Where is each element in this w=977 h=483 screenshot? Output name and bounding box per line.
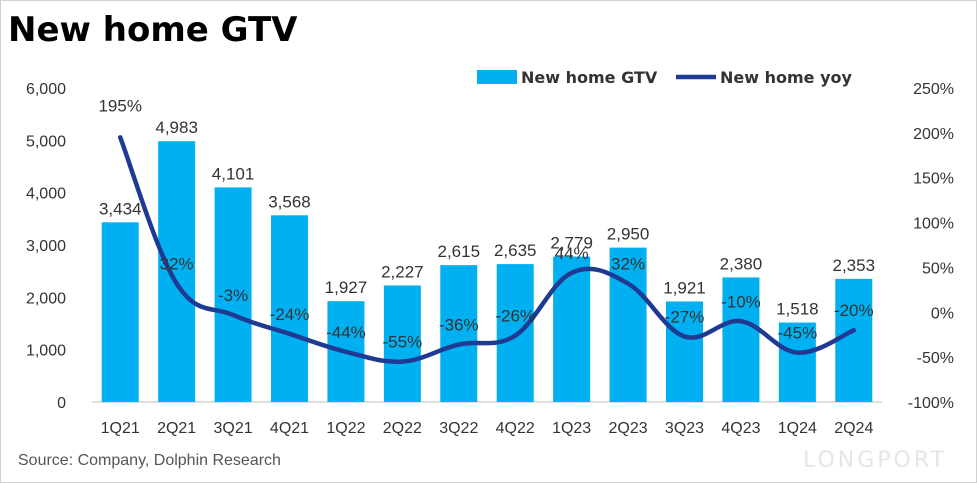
yoy-value-label: -20% [834,301,874,320]
legend-bar-swatch [477,70,517,84]
x-tick-label: 1Q24 [778,420,817,437]
x-tick-label: 4Q23 [721,420,760,437]
yoy-value-label: 44% [555,244,589,263]
x-tick-label: 1Q21 [101,420,140,437]
bar-value-label: 2,615 [438,242,481,261]
x-tick-label: 1Q23 [552,420,591,437]
bar-value-label: 2,227 [381,262,424,281]
yoy-line [117,135,857,365]
bar [609,247,647,402]
bar-value-label: 1,921 [663,278,706,297]
bar [383,285,421,402]
bar [835,278,873,402]
y-right-tick-label: 200% [913,126,954,143]
bar [440,265,478,402]
bar [214,187,252,402]
y-right-tick-label: -50% [917,350,954,367]
y-right-tick-label: 100% [913,216,954,233]
y-left-tick-label: 2,000 [26,290,66,307]
y-left-tick-label: 1,000 [26,343,66,360]
y-left-tick-label: 6,000 [26,81,66,98]
chart-title: New home GTV [8,10,298,50]
bar [553,256,591,402]
yoy-value-label: -10% [721,292,761,311]
yoy-value-label: -45% [778,324,818,343]
bar [778,322,816,402]
x-tick-label: 4Q21 [270,420,309,437]
bar [271,215,308,402]
bar-value-label: 4,101 [212,164,255,183]
y-left-tick-label: 3,000 [26,238,66,255]
x-tick-label: 1Q22 [326,420,365,437]
bar [722,277,760,402]
bar-value-label: 3,568 [268,192,311,211]
yoy-value-label: -36% [439,316,479,335]
y-left-tick-label: 5,000 [26,133,66,150]
bar-value-label: 4,983 [155,118,198,137]
x-tick-label: 3Q23 [665,420,704,437]
y-right-tick-label: 0% [931,305,954,322]
bar-value-label: 2,779 [550,234,593,253]
y-right-tick-label: 250% [913,81,954,98]
bar-value-label: 2,353 [833,256,876,275]
bar-value-label: 2,635 [494,241,537,260]
yoy-value-label: -3% [218,286,248,305]
yoy-value-label: -55% [383,333,423,352]
yoy-value-label: 195% [98,96,141,115]
bar-value-label: 3,434 [99,199,142,218]
x-tick-label: 4Q22 [496,420,535,437]
y-left-tick-label: 4,000 [26,186,66,203]
y-right-tick-label: -100% [908,395,954,412]
yoy-value-label: -44% [326,323,366,342]
yoy-value-label: -27% [665,308,705,327]
bar [666,301,703,402]
x-tick-label: 2Q24 [834,420,873,437]
yoy-value-label: -24% [270,305,310,324]
yoy-value-label: 32% [160,255,194,274]
yoy-value-label: 32% [611,255,645,274]
x-tick-label: 2Q22 [383,420,422,437]
bar-value-label: 2,950 [607,225,650,244]
y-right-tick-label: 50% [922,260,954,277]
y-right-tick-label: 150% [913,171,954,188]
yoy-value-label: -26% [495,307,535,326]
source-note: Source: Company, Dolphin Research [18,452,281,469]
x-tick-label: 2Q23 [609,420,648,437]
y-left-tick-label: 0 [57,395,66,412]
bar [158,141,196,402]
bar [101,222,139,402]
bar-value-label: 1,518 [776,300,819,319]
watermark-logo: LONGPORT [802,448,947,473]
x-tick-label: 3Q22 [439,420,478,437]
bar-value-label: 1,927 [325,278,368,297]
x-tick-label: 2Q21 [157,420,196,437]
bar-value-label: 2,380 [720,254,763,273]
x-tick-label: 3Q21 [214,420,253,437]
legend-bar-label: New home GTV [521,68,658,87]
legend-line-label: New home yoy [720,68,852,87]
